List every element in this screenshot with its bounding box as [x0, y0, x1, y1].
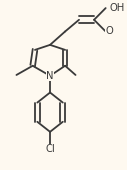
Text: OH: OH	[109, 3, 124, 13]
Text: Cl: Cl	[45, 144, 55, 154]
Text: N: N	[46, 71, 54, 81]
Text: O: O	[106, 27, 113, 37]
